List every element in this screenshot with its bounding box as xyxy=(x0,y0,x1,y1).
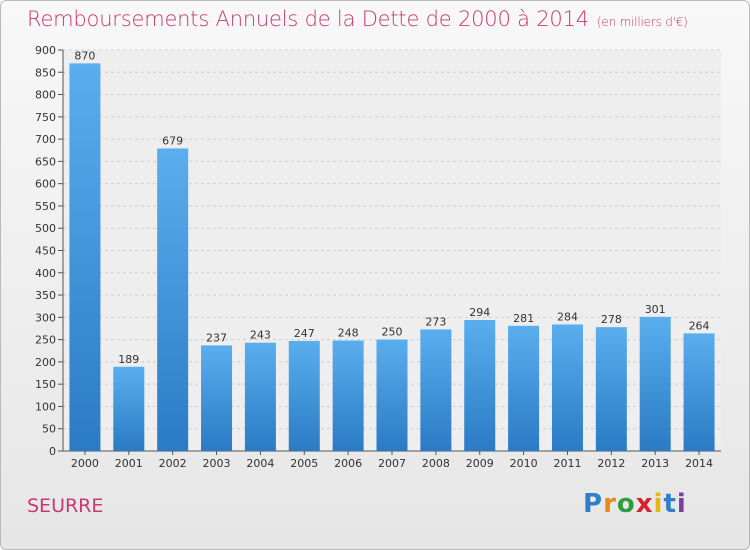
y-tick-label: 700 xyxy=(35,133,56,146)
labels: 2000 870 2001 189 2002 679 2003 237 2004 243 2005 2… xyxy=(71,49,713,470)
x-tick-label: 2012 xyxy=(597,457,625,470)
logo-letter: x xyxy=(635,489,654,519)
logo-letter: i xyxy=(676,489,687,519)
data-label: 237 xyxy=(206,331,227,344)
bar xyxy=(639,316,671,451)
bar xyxy=(157,148,189,451)
y-tick-label: 750 xyxy=(35,111,56,124)
bar xyxy=(201,345,233,451)
logo-letter: i xyxy=(653,489,664,519)
y-tick-label: 450 xyxy=(35,245,56,258)
data-label: 284 xyxy=(557,310,578,323)
y-tick-label: 100 xyxy=(35,400,56,413)
data-label: 248 xyxy=(338,327,359,340)
x-tick-label: 2002 xyxy=(159,457,187,470)
logo-letter: r xyxy=(603,489,617,519)
logo-letter: P xyxy=(583,489,604,519)
y-tick-label: 800 xyxy=(35,89,56,102)
data-label: 264 xyxy=(689,319,710,332)
data-label: 247 xyxy=(294,327,315,340)
y-tick-label: 650 xyxy=(35,155,56,168)
x-tick-label: 2003 xyxy=(203,457,231,470)
y-tick-label: 50 xyxy=(42,423,56,436)
x-tick-label: 2013 xyxy=(641,457,669,470)
y-tick-label: 900 xyxy=(35,44,56,57)
logo-letter: o xyxy=(616,489,636,519)
y-tick-label: 250 xyxy=(35,334,56,347)
y-tick-label: 600 xyxy=(35,178,56,191)
x-tick-label: 2008 xyxy=(422,457,450,470)
x-tick-label: 2007 xyxy=(378,457,406,470)
y-tick-label: 200 xyxy=(35,356,56,369)
x-tick-label: 2000 xyxy=(71,457,99,470)
y-tick-label: 0 xyxy=(49,445,56,458)
bar xyxy=(69,63,101,451)
data-label: 243 xyxy=(250,329,271,342)
x-tick-label: 2011 xyxy=(553,457,581,470)
chart-title: Remboursements Annuels de la Dette de 20… xyxy=(27,7,688,31)
data-label: 250 xyxy=(382,326,403,339)
bar xyxy=(420,329,452,451)
commune-name: SEURRE xyxy=(27,495,104,517)
y-tick-label: 350 xyxy=(35,289,56,302)
data-label: 189 xyxy=(118,353,139,366)
data-label: 278 xyxy=(601,313,622,326)
y-tick-label: 300 xyxy=(35,311,56,324)
bar xyxy=(288,340,320,451)
y-tick-label: 150 xyxy=(35,378,56,391)
data-label: 281 xyxy=(513,312,534,325)
data-label: 679 xyxy=(162,134,183,147)
bar xyxy=(464,320,496,451)
x-tick-label: 2014 xyxy=(685,457,713,470)
proxiti-logo: Proxiti xyxy=(583,489,687,519)
bar xyxy=(683,333,715,451)
x-tick-label: 2009 xyxy=(466,457,494,470)
data-label: 870 xyxy=(74,49,95,62)
bar xyxy=(551,324,583,451)
logo-letter: t xyxy=(663,489,677,519)
x-tick-label: 2004 xyxy=(246,457,274,470)
bar xyxy=(113,366,145,451)
chart-subtitle: (en milliers d'€) xyxy=(596,15,688,29)
x-tick-label: 2006 xyxy=(334,457,362,470)
x-tick-label: 2001 xyxy=(115,457,143,470)
y-tick-label: 550 xyxy=(35,200,56,213)
chart-title-text: Remboursements Annuels de la Dette de 20… xyxy=(27,7,589,31)
data-label: 294 xyxy=(469,306,490,319)
bar xyxy=(508,325,540,451)
bar-chart: 0 50 100 150 200 250 300 350 400 450 500 550 600 650 7… xyxy=(35,44,721,470)
x-tick-label: 2005 xyxy=(290,457,318,470)
bars xyxy=(69,63,715,451)
y-tick-label: 850 xyxy=(35,66,56,79)
data-label: 273 xyxy=(425,315,446,328)
y-tick-label: 500 xyxy=(35,222,56,235)
data-label: 301 xyxy=(645,303,666,316)
bar xyxy=(595,327,627,451)
x-tick-label: 2010 xyxy=(510,457,538,470)
y-tick-label: 400 xyxy=(35,267,56,280)
bar xyxy=(244,342,276,451)
bar xyxy=(332,340,364,451)
bar xyxy=(376,339,408,451)
